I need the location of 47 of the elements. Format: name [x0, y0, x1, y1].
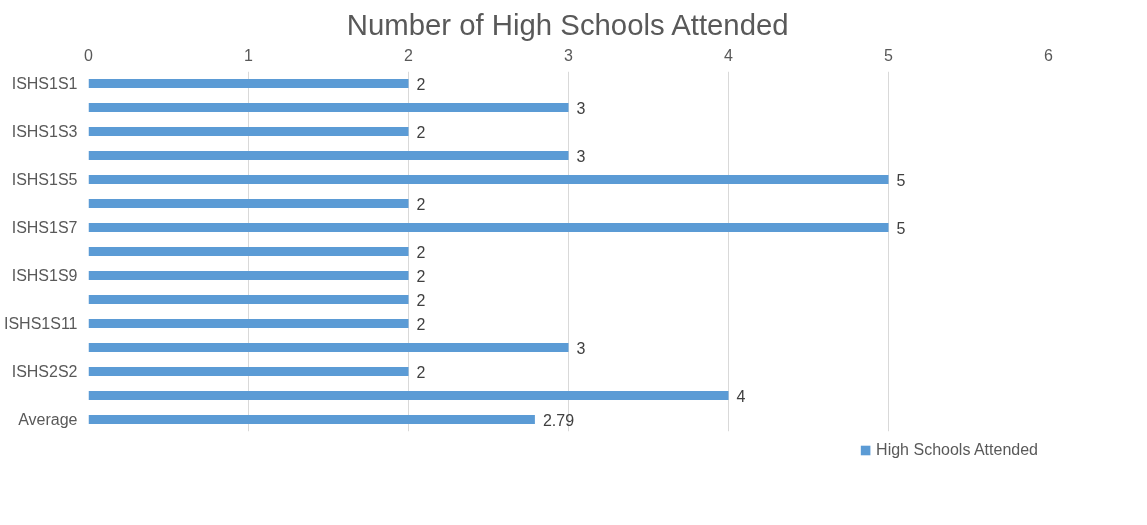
bar: [88, 294, 409, 305]
bar: [88, 222, 889, 233]
data-label: 2: [416, 315, 426, 333]
data-label: 2: [416, 267, 426, 285]
data-label: 5: [896, 219, 906, 237]
data-label: 2: [416, 123, 426, 141]
bar: [88, 318, 409, 329]
bar: [88, 174, 889, 185]
x-tick-label: 2: [404, 46, 414, 64]
bar: [88, 246, 409, 257]
data-label: 2: [416, 243, 426, 261]
y-tick-label: ISHS1S3: [11, 123, 78, 140]
data-label: 2: [416, 195, 426, 213]
bar: [88, 78, 409, 89]
data-label: 2.79: [542, 411, 575, 429]
data-label: 3: [576, 99, 586, 117]
x-tick-label: 4: [724, 46, 734, 64]
data-label: 4: [736, 387, 746, 405]
data-label: 2: [416, 363, 426, 381]
bar: [88, 150, 569, 161]
y-tick-label: Average: [18, 411, 78, 428]
x-tick-label: 6: [1044, 46, 1054, 64]
chart-title: Number of High Schools Attended: [346, 7, 789, 41]
data-label: 3: [576, 339, 586, 357]
data-label: 3: [576, 147, 586, 165]
y-tick-label: ISHS2S2: [11, 363, 78, 380]
y-tick-label: ISHS1S9: [11, 267, 78, 284]
y-tick-label: ISHS1S5: [11, 171, 78, 188]
bar: [88, 270, 409, 281]
y-tick-label: ISHS1S11: [3, 315, 78, 332]
bar: [88, 414, 535, 425]
legend-label: High Schools Attended: [876, 441, 1038, 459]
data-label: 2: [416, 291, 426, 309]
bar: [88, 342, 569, 353]
y-tick-label: ISHS1S7: [11, 219, 78, 236]
bar: [88, 102, 569, 113]
y-tick-label: ISHS1S1: [11, 75, 78, 92]
x-tick-label: 3: [564, 46, 574, 64]
bar: [88, 390, 729, 401]
data-label: 2: [416, 75, 426, 93]
bar: [88, 126, 409, 137]
x-tick-label: 5: [884, 46, 894, 64]
bar: [88, 198, 409, 209]
bar: [88, 366, 409, 377]
x-tick-label: 0: [84, 46, 94, 64]
x-tick-label: 1: [244, 46, 254, 64]
data-label: 5: [896, 171, 906, 189]
